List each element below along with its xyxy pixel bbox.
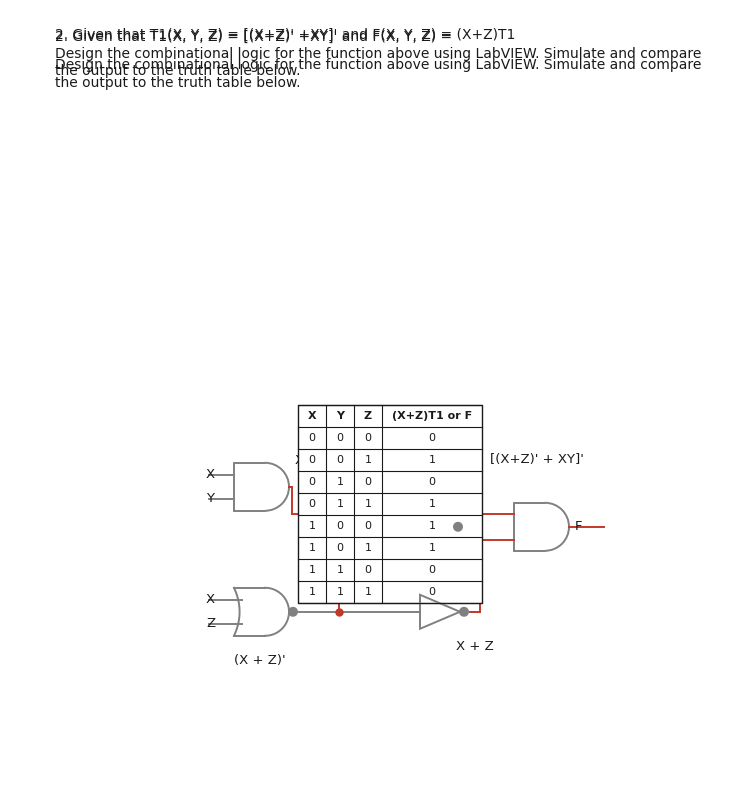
Text: 1: 1 <box>337 587 344 597</box>
Text: 0: 0 <box>428 477 436 487</box>
Text: Z: Z <box>206 617 215 630</box>
Text: 0: 0 <box>364 521 371 531</box>
Text: X: X <box>308 411 316 421</box>
Bar <box>298 405 482 603</box>
Text: 1: 1 <box>337 477 344 487</box>
Text: 1: 1 <box>308 587 316 597</box>
Circle shape <box>454 523 462 531</box>
Text: 1: 1 <box>337 565 344 575</box>
Circle shape <box>289 608 297 616</box>
Text: 1: 1 <box>308 565 316 575</box>
Text: (X + Z)': (X + Z)' <box>234 654 286 667</box>
Text: Design the combinational logic for the function above using LabVIEW. Simulate an: Design the combinational logic for the f… <box>55 58 701 72</box>
Text: 1: 1 <box>337 499 344 509</box>
Text: the output to the truth table below.: the output to the truth table below. <box>55 64 301 78</box>
Text: Z: Z <box>364 411 372 421</box>
Text: 1: 1 <box>364 499 371 509</box>
Text: XY: XY <box>295 454 312 467</box>
Text: 0: 0 <box>337 433 344 443</box>
Text: 1: 1 <box>428 543 436 553</box>
Text: X + Z: X + Z <box>456 640 494 653</box>
Circle shape <box>460 608 468 616</box>
Text: 0: 0 <box>337 543 344 553</box>
Text: the output to the truth table below.: the output to the truth table below. <box>55 76 301 90</box>
Text: 1: 1 <box>308 543 316 553</box>
Text: Design the combinational logic for the function above using LabVIEW. Simulate an: Design the combinational logic for the f… <box>55 47 701 61</box>
Text: T1: T1 <box>466 498 483 511</box>
Text: 1: 1 <box>308 521 316 531</box>
Text: 0: 0 <box>337 455 344 465</box>
Text: X: X <box>206 469 215 482</box>
Text: 0: 0 <box>428 565 436 575</box>
Text: 0: 0 <box>308 455 316 465</box>
Text: 1: 1 <box>364 587 371 597</box>
Text: 1: 1 <box>364 543 371 553</box>
Text: [(X+Z)' + XY]': [(X+Z)' + XY]' <box>490 453 584 466</box>
Text: 0: 0 <box>308 433 316 443</box>
Text: 2. Given that T1(X, Y, Z) = [(X+Z)' +XY]' and F(X, Y, Z) =: 2. Given that T1(X, Y, Z) = [(X+Z)' +XY]… <box>55 30 457 44</box>
Text: 0: 0 <box>364 477 371 487</box>
Text: 0: 0 <box>308 477 316 487</box>
Text: 0: 0 <box>364 565 371 575</box>
Text: 0: 0 <box>428 587 436 597</box>
Text: 1: 1 <box>428 521 436 531</box>
Text: 2. Given that T1(X, Y, Z) = [(X+Z)' +XY]' and F(X, Y, Z) = (X+Z)T1: 2. Given that T1(X, Y, Z) = [(X+Z)' +XY]… <box>55 28 515 42</box>
Text: X: X <box>206 593 215 606</box>
Text: (X+Z)T1 or F: (X+Z)T1 or F <box>392 411 472 421</box>
Text: Y: Y <box>206 492 214 505</box>
Text: 0: 0 <box>364 433 371 443</box>
Text: 0: 0 <box>337 521 344 531</box>
Text: 1: 1 <box>364 455 371 465</box>
Text: Y: Y <box>336 411 344 421</box>
Text: 0: 0 <box>308 499 316 509</box>
Text: 1: 1 <box>428 499 436 509</box>
Text: F: F <box>575 520 583 533</box>
Text: 1: 1 <box>428 455 436 465</box>
Text: 0: 0 <box>428 433 436 443</box>
